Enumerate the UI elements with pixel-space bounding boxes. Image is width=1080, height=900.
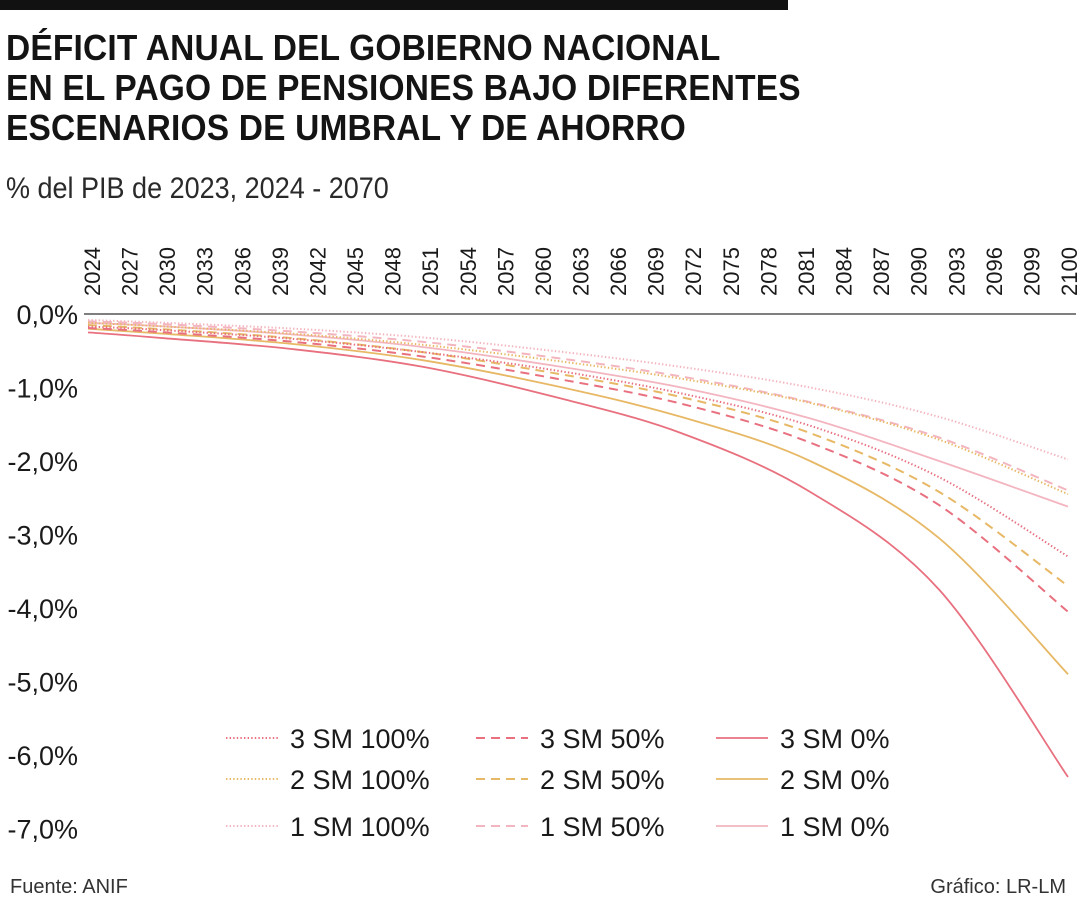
legend-label: 3 SM 100%: [290, 724, 430, 754]
x-tick-label: 2099: [1019, 247, 1044, 296]
x-tick-label: 2057: [493, 247, 518, 296]
x-tick-label: 2039: [268, 247, 293, 296]
x-tick-label: 2048: [381, 247, 406, 296]
chart-title-line-2: EN EL PAGO DE PENSIONES BAJO DIFERENTES: [6, 67, 801, 108]
legend-label: 1 SM 50%: [540, 812, 665, 842]
legend-label: 3 SM 50%: [540, 724, 665, 754]
x-tick-label: 2042: [305, 247, 330, 296]
x-tick-label: 2084: [832, 247, 857, 296]
x-tick-label: 2027: [118, 247, 143, 296]
chart-title-line-1: DÉFICIT ANUAL DEL GOBIERNO NACIONAL: [6, 27, 721, 68]
x-tick-label: 2100: [1057, 247, 1080, 296]
y-tick-label: -3,0%: [7, 521, 78, 551]
x-tick-label: 2054: [456, 247, 481, 296]
x-tick-label: 2033: [193, 247, 218, 296]
chart-title: DÉFICIT ANUAL DEL GOBIERNO NACIONAL EN E…: [6, 28, 843, 148]
series-line-2-sm-0-: [87, 327, 1069, 675]
series-line-3-sm-0-: [87, 331, 1069, 778]
x-tick-label: 2087: [869, 247, 894, 296]
legend-label: 2 SM 100%: [290, 765, 430, 795]
x-tick-label: 2066: [606, 247, 631, 296]
x-tick-label: 2030: [155, 247, 180, 296]
series-line-2-sm-100-: [87, 321, 1069, 496]
credit-note: Gráfico: LR-LM: [930, 876, 1066, 898]
y-tick-label: -6,0%: [7, 741, 78, 771]
legend-label: 3 SM 0%: [780, 724, 890, 754]
series-line-3-sm-50-: [87, 327, 1069, 613]
series-line-1-sm-0-: [87, 321, 1069, 508]
legend-label: 1 SM 100%: [290, 812, 430, 842]
x-tick-label: 2090: [907, 247, 932, 296]
y-tick-label: 0,0%: [16, 300, 78, 330]
y-tick-label: -1,0%: [7, 374, 78, 404]
x-tick-label: 2036: [230, 247, 255, 296]
x-tick-label: 2051: [418, 247, 443, 296]
y-tick-label: -4,0%: [7, 594, 78, 624]
series-line-1-sm-100-: [87, 318, 1069, 461]
y-tick-label: -5,0%: [7, 668, 78, 698]
series-line-2-sm-50-: [87, 324, 1069, 587]
x-tick-label: 2093: [944, 247, 969, 296]
x-tick-label: 2060: [531, 247, 556, 296]
x-tick-label: 2075: [719, 247, 744, 296]
y-tick-label: -2,0%: [7, 447, 78, 477]
y-tick-label: -7,0%: [7, 815, 78, 845]
series-line-1-sm-50-: [87, 320, 1069, 492]
x-tick-label: 2096: [982, 247, 1007, 296]
header-rule: [0, 0, 788, 10]
x-tick-label: 2063: [569, 247, 594, 296]
legend-label: 1 SM 0%: [780, 812, 890, 842]
x-tick-label: 2024: [80, 247, 105, 296]
chart-title-line-3: ESCENARIOS DE UMBRAL Y DE AHORRO: [6, 107, 686, 148]
x-tick-label: 2078: [756, 247, 781, 296]
source-note: Fuente: ANIF: [10, 876, 128, 898]
x-tick-label: 2072: [681, 247, 706, 296]
legend-label: 2 SM 0%: [780, 765, 890, 795]
series-line-3-sm-100-: [87, 325, 1069, 558]
x-tick-label: 2081: [794, 247, 819, 296]
x-tick-label: 2069: [644, 247, 669, 296]
chart-subtitle: % del PIB de 2023, 2024 - 2070: [6, 172, 389, 205]
legend-label: 2 SM 50%: [540, 765, 665, 795]
x-tick-label: 2045: [343, 247, 368, 296]
